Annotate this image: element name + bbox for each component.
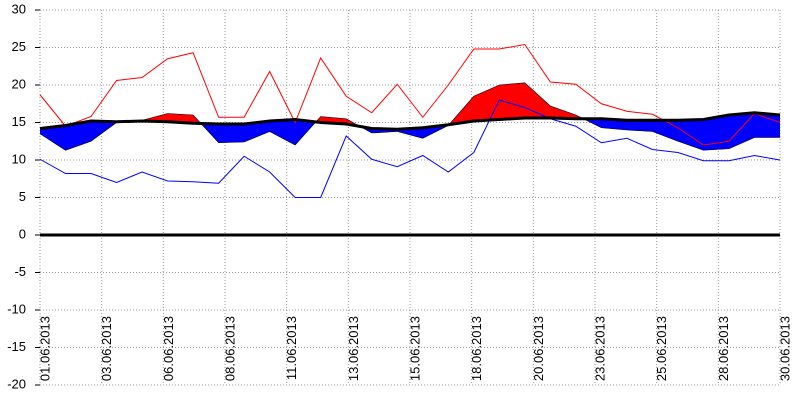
y-tick-label: 25 — [12, 39, 26, 54]
x-tick-label: 01.06.2013 — [37, 316, 52, 381]
x-tick-label: 08.06.2013 — [222, 316, 237, 381]
x-tick-label: 15.06.2013 — [407, 316, 422, 381]
x-tick-label: 23.06.2013 — [592, 316, 607, 381]
mean-line — [39, 82, 780, 151]
x-tick-label: 11.06.2013 — [284, 316, 299, 380]
x-tick-label: 30.06.2013 — [777, 316, 792, 381]
normal-line — [39, 111, 781, 131]
y-tick-label: -5 — [14, 264, 26, 279]
series-line — [39, 43, 781, 146]
x-tick-label: 03.06.2013 — [99, 316, 114, 381]
x-tick-label: 28.06.2013 — [716, 316, 731, 381]
y-tick-label: -20 — [7, 376, 26, 391]
y-tick-label: -15 — [7, 339, 26, 354]
anomaly-below — [40, 112, 780, 151]
y-tick-label: 10 — [12, 151, 26, 166]
x-tick-label: 13.06.2013 — [346, 316, 361, 381]
y-tick-label: 20 — [12, 76, 26, 91]
y-tick-label: 30 — [12, 1, 26, 16]
x-tick-label: 25.06.2013 — [654, 316, 669, 381]
y-tick-label: -10 — [7, 301, 26, 316]
x-tick-label: 20.06.2013 — [531, 316, 546, 381]
series-line — [39, 99, 781, 198]
y-tick-label: 5 — [19, 189, 26, 204]
anomaly-above — [40, 82, 780, 130]
y-tick-label: 0 — [19, 226, 26, 241]
y-tick-label: 15 — [12, 114, 26, 129]
x-tick-label: 06.06.2013 — [161, 316, 176, 381]
x-tick-label: 18.06.2013 — [469, 316, 484, 381]
